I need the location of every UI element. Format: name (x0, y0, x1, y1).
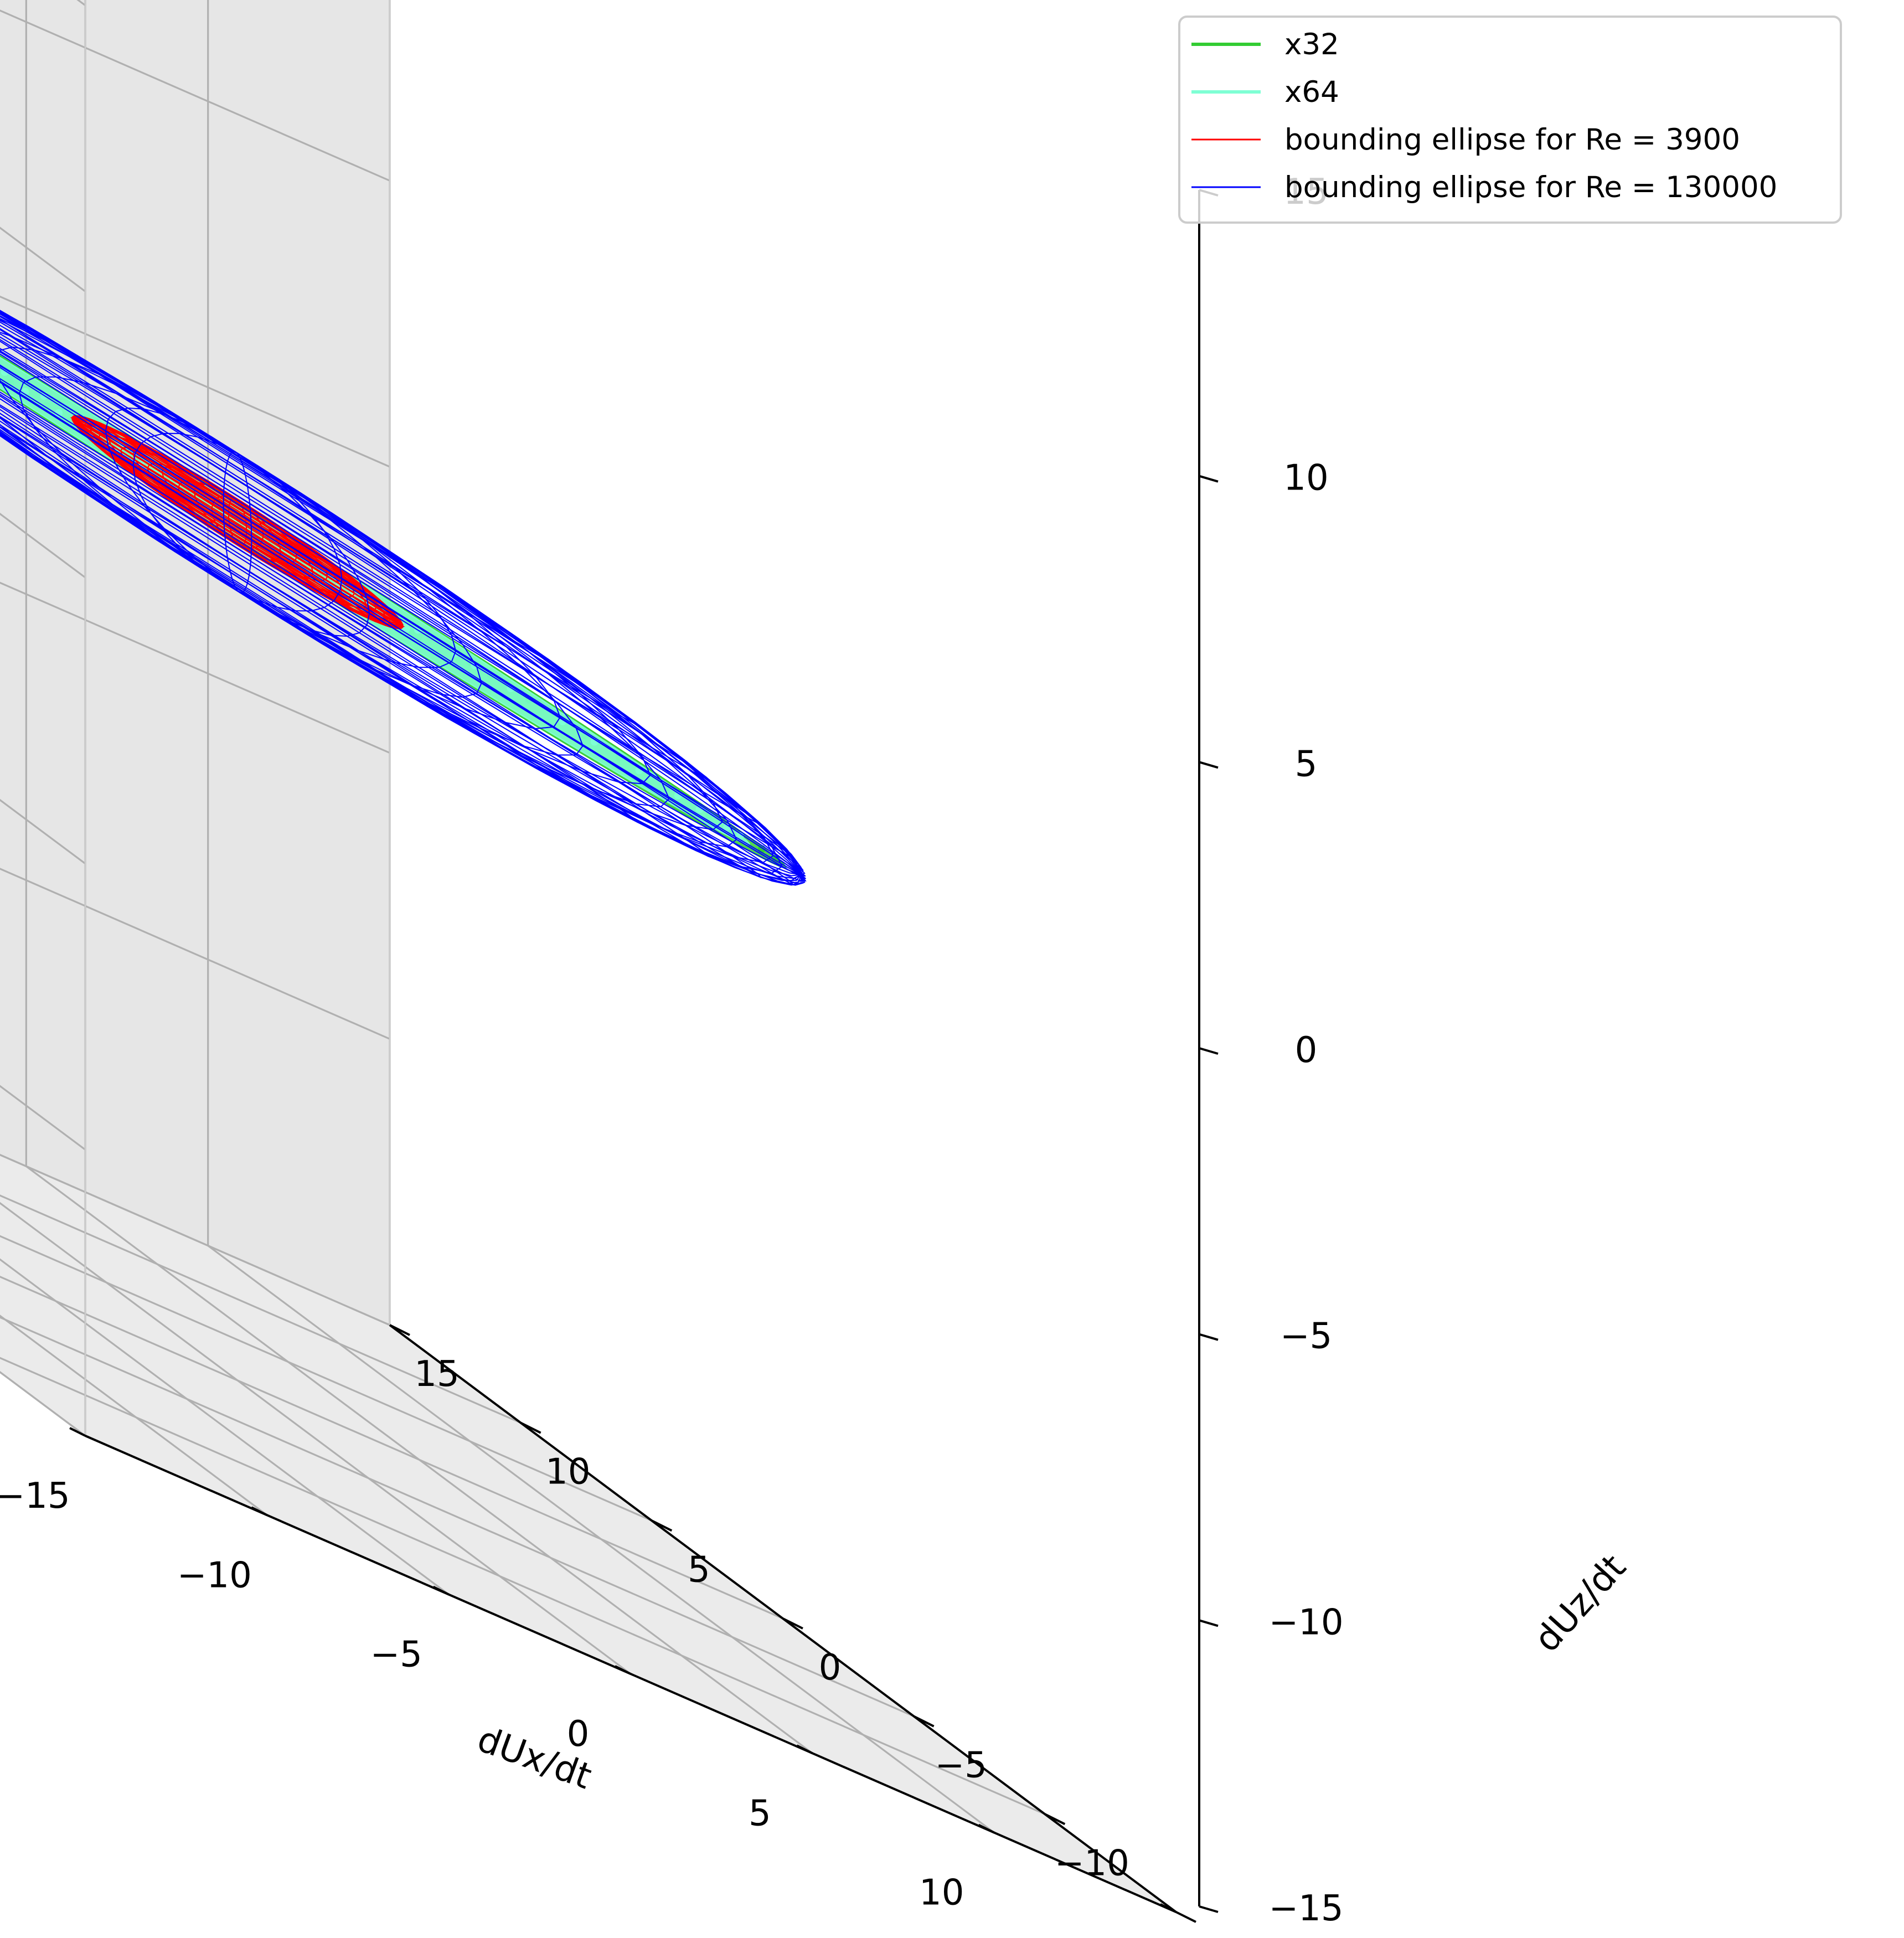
y-axis-label: dUz/dt (1526, 1547, 1634, 1660)
y-tick (1175, 1911, 1196, 1923)
x-tick (432, 1585, 450, 1596)
legend: x32 x64 bounding ellipse for Re = 3900 boun… (1178, 16, 1842, 224)
wireframe-longitude (0, 310, 802, 884)
gridline-y (0, 1153, 390, 1326)
z-tick (1199, 475, 1219, 483)
z-tick (1199, 1619, 1219, 1627)
wireframe-longitude (0, 311, 802, 882)
data-point (559, 717, 567, 725)
tick-labels: −15−15−15−10−10−10−5−5−50005551010101515… (0, 172, 1344, 1929)
y-tick-label: −5 (935, 1745, 987, 1786)
wireframe-longitude (0, 365, 806, 877)
gridline-y (0, 1194, 522, 1424)
x-tick (69, 1427, 86, 1437)
wireframe-longitude (0, 333, 806, 885)
legend-label: bounding ellipse for Re = 3900 (1284, 123, 1740, 157)
y-tick (913, 1715, 935, 1728)
z-tick (1199, 1905, 1219, 1913)
z-tick (1199, 1047, 1219, 1055)
legend-label: x64 (1284, 75, 1339, 109)
legend-box (1178, 16, 1842, 224)
z-tick (1199, 1333, 1219, 1341)
z-tick-label: 5 (1295, 744, 1318, 785)
z-tick (1199, 761, 1219, 769)
wireframe-meridian (0, 319, 238, 591)
wireframe-longitude (0, 364, 807, 879)
x-tick-label: 10 (919, 1873, 964, 1914)
gridline-y (0, 1235, 652, 1522)
wireframe-longitude (0, 348, 807, 882)
legend-label: x32 (1284, 28, 1339, 61)
data-point (55, 409, 63, 417)
legend-label: bounding ellipse for Re = 130000 (1284, 171, 1777, 204)
gridline-x (0, 1202, 631, 1675)
x-tick-label: −10 (177, 1555, 252, 1596)
wireframe-bounding ellipse for Re = 130000 (0, 310, 807, 886)
x-tick-label: −5 (370, 1635, 422, 1676)
wireframe-longitude (0, 313, 802, 886)
z-tick-label: −5 (1280, 1316, 1332, 1357)
x-tick-label: 0 (567, 1714, 590, 1755)
axis-panes (0, 0, 1176, 1912)
x-tick (978, 1823, 995, 1834)
wireframe-longitude (0, 350, 806, 875)
wireframe-longitude (0, 321, 804, 886)
z-tick-label: −15 (1268, 1888, 1343, 1929)
data-point (590, 738, 598, 746)
data-point (674, 791, 682, 800)
y-tick (520, 1421, 541, 1434)
y-tick (782, 1617, 803, 1630)
wireframe-longitude (0, 316, 802, 879)
wireframe-longitude (0, 324, 802, 877)
y-tick (389, 1324, 410, 1336)
z-tick-label: −10 (1268, 1602, 1343, 1643)
x-tick (251, 1506, 268, 1517)
gridline-z (0, 9, 390, 292)
x-tick (796, 1744, 813, 1755)
x-tick (615, 1665, 631, 1675)
x-tick-label: 5 (749, 1793, 771, 1834)
wireframe-longitude (0, 336, 804, 875)
y-tick-label: 0 (819, 1647, 842, 1688)
pane-back (0, 0, 390, 1325)
data-surfaces (0, 310, 807, 886)
y-tick (1044, 1813, 1066, 1826)
z-tick-label: 10 (1283, 458, 1328, 499)
z-tick-label: 0 (1295, 1030, 1318, 1071)
y-tick (651, 1519, 673, 1532)
x-tick-label: −15 (0, 1476, 70, 1517)
x-tick (1160, 1903, 1177, 1913)
data-point (695, 805, 704, 813)
axes (69, 189, 1219, 1923)
pane-edges (389, 0, 391, 1325)
y-tick-label: 15 (414, 1354, 459, 1395)
y-tick-label: 5 (688, 1549, 710, 1590)
y-tick-label: 10 (545, 1452, 590, 1493)
y-tick-label: −10 (1055, 1843, 1129, 1884)
